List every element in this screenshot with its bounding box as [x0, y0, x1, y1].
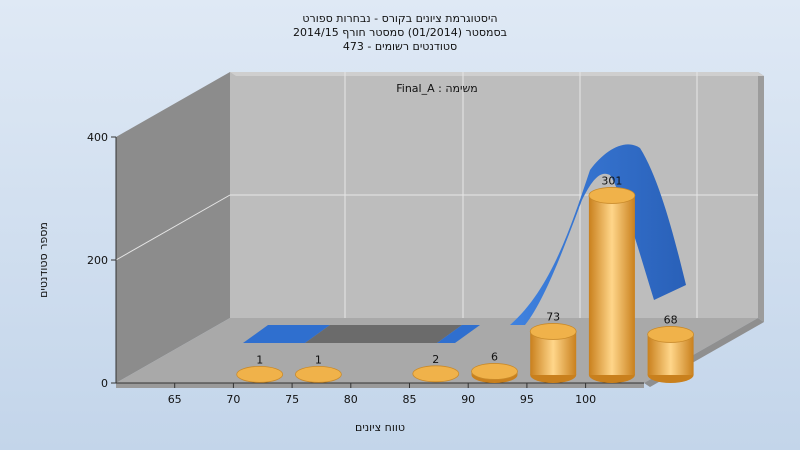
y-tick-label: 200	[87, 254, 108, 267]
bar	[588, 187, 636, 383]
bar	[471, 363, 518, 383]
top-depth	[230, 72, 764, 76]
data-label: 68	[664, 313, 678, 326]
data-label: 2	[432, 353, 439, 366]
data-label: 6	[491, 350, 498, 363]
curve-flat-right	[437, 325, 480, 343]
chart-title-line-3: סטודנטים רשומים - 473	[343, 40, 457, 53]
x-tick-label: 80	[344, 393, 358, 406]
x-axis-label: טווח ציונים	[355, 421, 405, 434]
y-tick-label: 0	[101, 377, 108, 390]
x-tick-label: 95	[520, 393, 534, 406]
floor-edge	[116, 383, 644, 388]
data-labels: 1 1 2 6 73 301 68	[256, 174, 677, 366]
x-tick-label: 85	[403, 393, 417, 406]
y-tick-label: 400	[87, 131, 108, 144]
gridlines	[115, 72, 758, 318]
x-tick-label: 90	[461, 393, 475, 406]
chart-annotation: משימה : Final_A	[396, 82, 477, 95]
distribution-curve	[510, 144, 686, 325]
data-label: 1	[256, 353, 263, 366]
data-label: 1	[315, 353, 322, 366]
x-tick-label: 65	[168, 393, 182, 406]
bar	[529, 323, 577, 383]
data-label: 73	[546, 310, 560, 323]
y-axis-label: מספר סטודנטים	[37, 222, 50, 298]
curve-flat-mid	[305, 325, 462, 343]
curve-flat-left	[243, 325, 330, 343]
right-depth	[758, 72, 764, 322]
bar	[647, 326, 694, 383]
x-tick-label: 100	[575, 393, 596, 406]
bar	[412, 365, 460, 383]
axis-ticks: 0 200 400 65 70 75 80 85 90 95 100	[87, 131, 596, 406]
chart-title-line-2: בסמסטר (01/2014) סמסטר חורף 2014/15	[293, 26, 507, 39]
bar	[294, 366, 342, 383]
bars	[236, 187, 694, 383]
chart-title-line-1: היסטוגרמת ציונים בקורס - נבחרות ספורט	[302, 12, 497, 25]
bar	[236, 366, 284, 383]
data-label: 301	[601, 174, 622, 187]
x-tick-label: 70	[226, 393, 240, 406]
x-tick-label: 75	[285, 393, 299, 406]
